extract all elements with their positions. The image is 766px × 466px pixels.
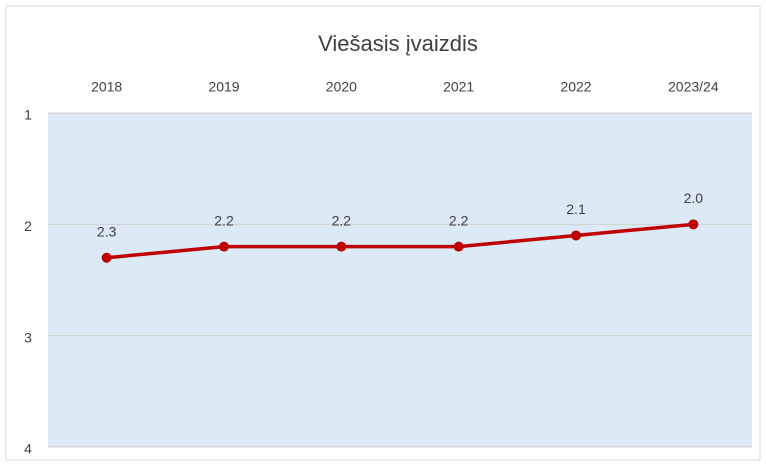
x-tick-label: 2019 — [208, 79, 239, 95]
data-point — [101, 252, 112, 263]
y-tick-label: 1 — [24, 107, 32, 123]
y-tick-label: 3 — [24, 329, 32, 345]
series-line — [106, 222, 694, 260]
x-tick-label: 2023/24 — [668, 79, 719, 95]
data-label: 2.3 — [97, 223, 117, 239]
x-tick-label: 2021 — [443, 79, 474, 95]
chart-title: Viešasis įvaizdis — [318, 31, 478, 56]
y-tick-label: 2 — [24, 218, 32, 234]
data-point — [571, 230, 581, 241]
data-label: 2.1 — [566, 201, 586, 217]
data-point — [688, 219, 699, 230]
plot-area — [48, 113, 752, 447]
data-point — [336, 241, 347, 252]
y-tick-label: 4 — [24, 441, 32, 457]
data-label: 2.2 — [449, 212, 469, 228]
data-label: 2.2 — [214, 212, 234, 228]
data-point — [219, 241, 229, 252]
data-label: 2.2 — [332, 212, 352, 228]
data-label: 2.0 — [684, 190, 704, 206]
x-tick-label: 2020 — [326, 79, 357, 95]
x-tick-label: 2022 — [560, 79, 591, 95]
x-tick-label: 2018 — [91, 79, 122, 95]
data-point — [453, 241, 464, 252]
